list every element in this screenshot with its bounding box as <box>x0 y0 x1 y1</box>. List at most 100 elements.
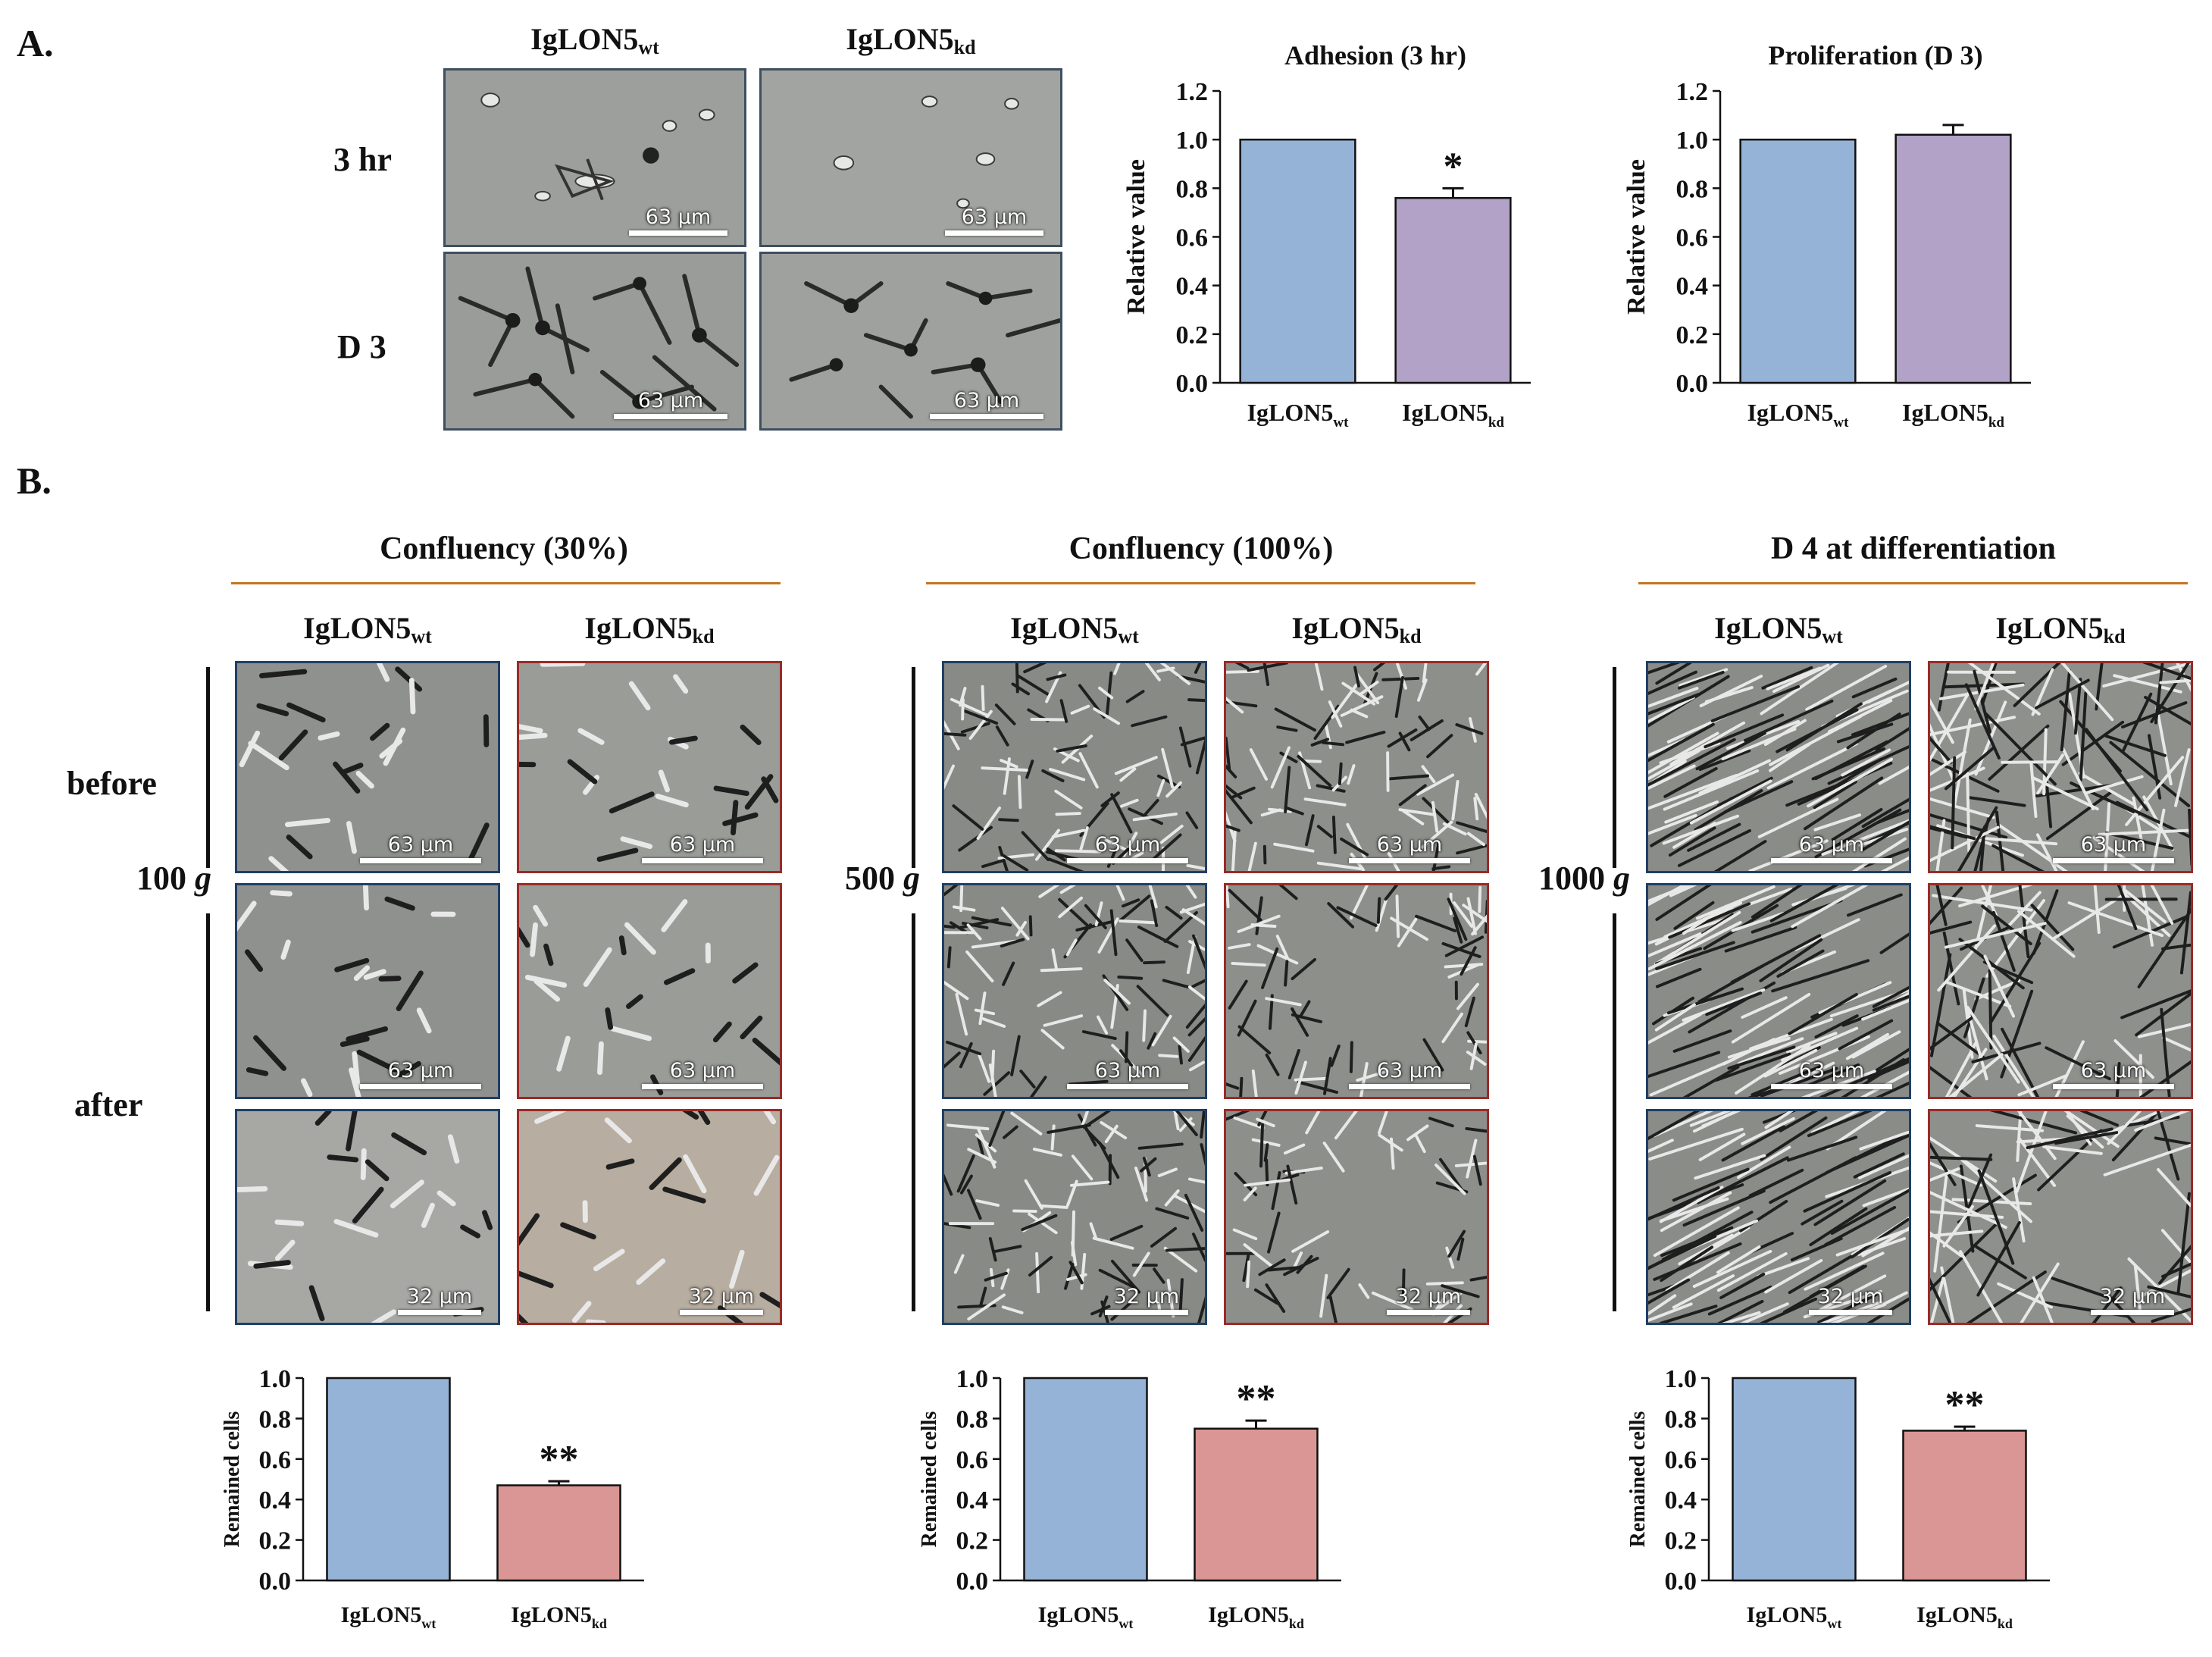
micrograph-g1-kd-after-zoom: 32 μm <box>517 1109 782 1325</box>
scale-bar <box>1349 1084 1470 1089</box>
scale-bar <box>398 1310 481 1315</box>
y-tick-label: 1.2 <box>1676 78 1709 106</box>
chart-proliferation: Proliferation (D 3) 0.0 0.2 0.4 0.6 0.8 1.0 1.2… <box>1607 30 2076 440</box>
scale-bar <box>360 1084 481 1089</box>
micrograph-g1-wt-before: 63 μm <box>235 661 500 873</box>
group-2-col-kd-header: IgLON5kd <box>1291 611 1422 647</box>
y-tick-label: 1.0 <box>1665 1365 1697 1393</box>
y-tick-label: 0.6 <box>1665 1446 1697 1474</box>
category-label: IgLON5kd <box>1402 399 1504 431</box>
micrograph-g1-wt-after-zoom: 32 μm <box>235 1109 500 1325</box>
micrograph-g3-wt-before: 63 μm <box>1646 661 1911 873</box>
y-axis-label: Remained cells <box>221 1411 244 1548</box>
category-label: IgLON5wt <box>1038 1602 1134 1631</box>
significance-marker: ** <box>1945 1383 1985 1427</box>
scale-bar-label: 63 μm <box>669 833 736 857</box>
y-tick-label: 0.4 <box>956 1486 989 1514</box>
chart-remained-100: 0.0 0.2 0.4 0.6 0.8 1.0 Remained cells IgLON5wt… <box>909 1357 1394 1652</box>
scale-bar-label: 63 μm <box>1376 833 1443 857</box>
group-1-col-kd-header: IgLON5kd <box>584 611 715 647</box>
scale-bar <box>2053 1084 2174 1089</box>
micrograph-g2-wt-before: 63 μm <box>942 661 1207 873</box>
y-tick-label: 0.0 <box>1676 370 1709 398</box>
before-row-label: before <box>67 765 157 802</box>
bar-kd <box>1394 196 1512 384</box>
y-axis-label: Remained cells <box>918 1411 941 1548</box>
micrograph-g3-wt-after: 63 μm <box>1646 883 1911 1099</box>
micrograph-a-kd-3hr: 63 μm <box>759 68 1062 247</box>
adhesion-svg: Adhesion (3 hr) 0.0 0.2 0.4 0.6 0.8 1.0 1.2 Rela… <box>1122 40 1531 431</box>
micrograph-g3-wt-after-zoom: 32 μm <box>1646 1109 1911 1325</box>
bar-wt <box>1023 1377 1148 1582</box>
error-bar <box>1442 186 1464 199</box>
scale-bar-label: 32 μm <box>1817 1285 1884 1308</box>
y-tick-label: 0.4 <box>1176 273 1209 301</box>
scale-bar <box>2053 858 2174 863</box>
bar-kd <box>1894 133 2012 384</box>
category-label: IgLON5wt <box>341 1602 436 1631</box>
category-label: IgLON5kd <box>1916 1602 2013 1631</box>
y-tick-label: 1.0 <box>956 1365 989 1393</box>
scale-bar <box>1809 1310 1892 1315</box>
y-tick-label: 0.4 <box>1676 273 1709 301</box>
bar-kd <box>1902 1430 2027 1582</box>
scale-bar-label: 63 μm <box>669 1059 736 1082</box>
y-tick-label: 0.8 <box>1676 175 1709 203</box>
y-tick-label: 0.4 <box>259 1486 292 1514</box>
group-1-col-wt-header: IgLON5wt <box>303 611 432 647</box>
y-tick-label: 0.2 <box>1676 321 1709 349</box>
y-tick-label: 1.0 <box>1176 127 1209 155</box>
group-2-force-label: 500 g <box>845 860 920 897</box>
group-1-rule <box>231 582 781 584</box>
category-label: IgLON5wt <box>1747 1602 1842 1631</box>
group-3-title: D 4 at differentiation <box>1770 531 2056 566</box>
y-tick-label: 0.2 <box>956 1527 989 1555</box>
micrograph-g2-kd-before: 63 μm <box>1224 661 1489 873</box>
scale-bar-label: 32 μm <box>2099 1285 2166 1308</box>
group-3-col-kd-header: IgLON5kd <box>1995 611 2126 647</box>
y-tick-label: 0.0 <box>259 1568 292 1596</box>
chart-title: Adhesion (3 hr) <box>1284 40 1466 70</box>
panel-a-label: A. <box>17 22 54 64</box>
y-tick-label: 0.0 <box>1176 370 1209 398</box>
scale-bar-label: 63 μm <box>387 833 454 857</box>
scale-bar <box>1067 858 1188 863</box>
scale-bar-label: 63 μm <box>1798 1059 1865 1082</box>
micrograph-g1-kd-after: 63 μm <box>517 883 782 1099</box>
after-row-label: after <box>74 1086 143 1123</box>
category-label: IgLON5wt <box>1747 399 1850 431</box>
y-tick-label: 1.0 <box>1676 127 1709 155</box>
micrograph-g2-wt-after-zoom: 32 μm <box>942 1109 1207 1325</box>
chart-remained-30: 0.0 0.2 0.4 0.6 0.8 1.0 Remained cells IgLON5wt… <box>212 1357 697 1652</box>
bar-wt <box>326 1377 451 1582</box>
y-tick-label: 0.2 <box>1665 1527 1697 1555</box>
y-axis-label: Remained cells <box>1626 1411 1650 1548</box>
scale-bar-label: 63 μm <box>387 1059 454 1082</box>
group-3-force-label: 1000 g <box>1538 860 1630 897</box>
scale-bar-label: 32 μm <box>1395 1285 1462 1308</box>
y-axis-label: Relative value <box>1622 159 1650 315</box>
category-label: IgLON5kd <box>1208 1602 1304 1631</box>
chart-title: Proliferation (D 3) <box>1768 40 1982 70</box>
remained_30-svg: 0.0 0.2 0.4 0.6 0.8 1.0 Remained cells IgLON5wt… <box>221 1365 644 1631</box>
scale-bar-label: 63 μm <box>2080 833 2147 857</box>
y-tick-label: 0.8 <box>259 1405 292 1433</box>
micrograph-g2-wt-after: 63 μm <box>942 883 1207 1099</box>
group-1-before-bracket <box>206 667 210 868</box>
scale-bar <box>614 414 727 419</box>
micrograph-a-wt-3hr: 63 μm <box>443 68 746 247</box>
scale-bar <box>360 858 481 863</box>
scale-bar <box>680 1310 763 1315</box>
bar-wt <box>1732 1377 1857 1582</box>
scale-bar-label: 63 μm <box>1094 1059 1161 1082</box>
significance-marker: ** <box>1237 1377 1276 1421</box>
panel-a-row-d3-label: D 3 <box>337 328 386 365</box>
micrograph-g1-wt-after: 63 μm <box>235 883 500 1099</box>
error-bar <box>1942 124 1964 135</box>
bar-kd <box>1194 1427 1319 1582</box>
scale-bar-label: 63 μm <box>1376 1059 1443 1082</box>
micrograph-g2-kd-after: 63 μm <box>1224 883 1489 1099</box>
scale-bar <box>1771 1084 1892 1089</box>
scale-bar <box>1349 858 1470 863</box>
group-3-before-bracket <box>1613 667 1616 868</box>
